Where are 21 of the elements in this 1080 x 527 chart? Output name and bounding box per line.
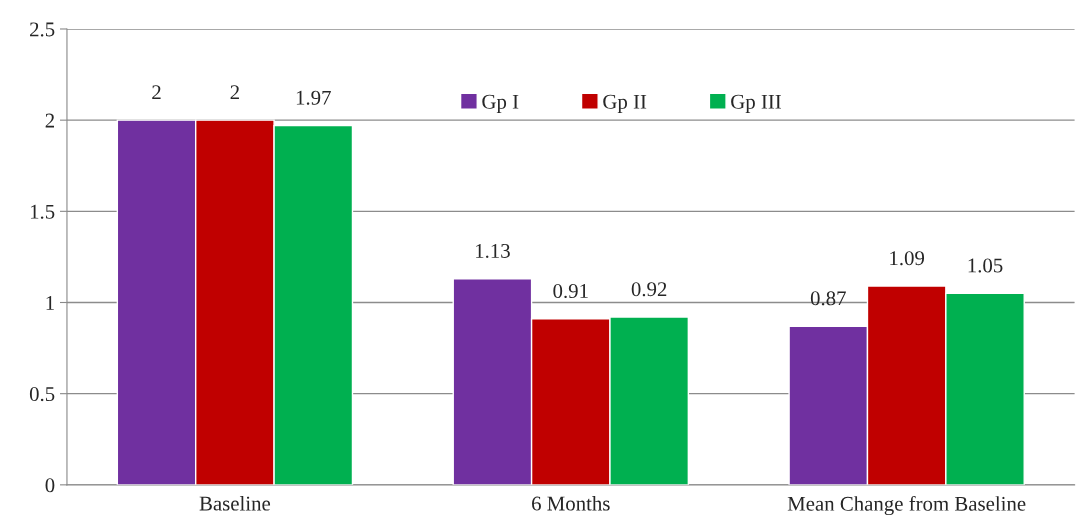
y-tick-label: 0: [45, 478, 55, 493]
y-tick-label: 0.5: [29, 387, 55, 402]
y-tick-label: 1.5: [30, 204, 55, 219]
x-tick-label: 6 Months: [532, 495, 610, 511]
data-label: 0.87: [810, 291, 846, 306]
legend-label: Gp I: [482, 94, 519, 113]
y-tick-label: 1: [46, 295, 54, 310]
y-tick-label: 2: [45, 113, 55, 128]
data-label: 2: [152, 85, 161, 100]
x-tick-label: Mean Change from Baseline: [787, 495, 1026, 516]
data-label: 1.05: [968, 258, 1003, 273]
y-tick-label: 2.5: [30, 22, 55, 37]
data-label: 1.97: [296, 90, 331, 105]
data-label: 0.91: [553, 283, 588, 299]
legend-label: Gp II: [603, 94, 647, 113]
legend-label: Gp III: [731, 94, 781, 113]
data-label: 0.92: [631, 282, 667, 297]
x-tick-label: Baseline: [199, 495, 271, 511]
data-label: 2: [230, 85, 239, 100]
data-label: 1.13: [476, 243, 510, 258]
data-label: 1.09: [890, 251, 925, 266]
